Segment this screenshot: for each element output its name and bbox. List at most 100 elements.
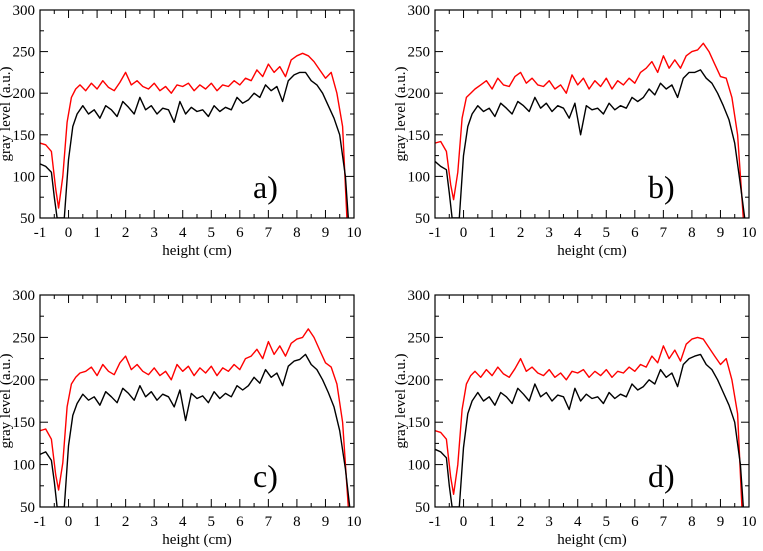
- red-series-line: [435, 42, 744, 218]
- plot-frame: [434, 9, 750, 219]
- y-tick-label: 250: [13, 330, 36, 346]
- red-series-line: [40, 52, 348, 218]
- black-series-line: [435, 69, 746, 218]
- x-tick-label: 5: [208, 225, 216, 241]
- plot-frame: [39, 9, 355, 219]
- y-tick-label: 300: [13, 288, 36, 304]
- black-series-line: [40, 71, 349, 218]
- x-tick-label: 4: [179, 514, 187, 530]
- y-axis-title: gray level (a.u.): [393, 67, 409, 162]
- y-tick-label: 250: [408, 45, 431, 61]
- y-tick-label: 250: [13, 45, 36, 61]
- x-tick-label: 7: [660, 514, 668, 530]
- x-tick-label: 3: [150, 225, 158, 241]
- y-tick-label: 50: [20, 500, 35, 516]
- x-tick-label: 0: [460, 514, 468, 530]
- x-tick-label: 3: [545, 225, 553, 241]
- x-tick-label: 9: [717, 514, 725, 530]
- x-tick-label: 8: [688, 225, 696, 241]
- x-axis-title: height (cm): [162, 243, 232, 259]
- black-series-line: [435, 353, 744, 507]
- y-axis-title: gray level (a.u.): [393, 354, 409, 449]
- x-tick-label: 5: [208, 514, 216, 530]
- x-tick-label: 9: [322, 225, 330, 241]
- x-tick-label: 8: [293, 225, 301, 241]
- y-tick-label: 100: [408, 169, 431, 185]
- x-tick-label: 4: [574, 225, 582, 241]
- x-tick-label: 5: [603, 514, 611, 530]
- x-tick-label: 5: [603, 225, 611, 241]
- x-axis-title: height (cm): [557, 532, 627, 548]
- y-tick-label: 50: [20, 211, 35, 227]
- y-tick-label: 300: [408, 288, 431, 304]
- x-tick-label: 10: [347, 225, 362, 241]
- x-tick-label: 6: [631, 514, 639, 530]
- x-tick-label: 4: [179, 225, 187, 241]
- x-tick-label: 9: [322, 514, 330, 530]
- x-axis-title: height (cm): [162, 532, 232, 548]
- x-tick-label: 10: [347, 514, 362, 530]
- panel-label: c): [253, 458, 278, 494]
- x-tick-label: 8: [293, 514, 301, 530]
- panel-label: b): [648, 169, 675, 205]
- x-tick-label: -1: [34, 225, 47, 241]
- y-tick-label: 150: [408, 415, 431, 431]
- panel-2: -1 0 1 2 3 4 5 6 7 8 9 10 50 100 150 200 250 300 height (c…: [393, 3, 757, 259]
- x-tick-label: 3: [150, 514, 158, 530]
- black-series-line: [40, 353, 351, 507]
- panel-4: -1 0 1 2 3 4 5 6 7 8 9 10 50 100 150 200 250 300 height (c…: [393, 288, 757, 548]
- x-tick-label: -1: [429, 225, 442, 241]
- y-tick-label: 250: [408, 330, 431, 346]
- y-tick-label: 100: [408, 458, 431, 474]
- y-tick-label: 100: [13, 458, 36, 474]
- x-tick-label: 7: [265, 225, 273, 241]
- y-tick-label: 300: [408, 3, 431, 19]
- y-tick-label: 50: [415, 500, 430, 516]
- plot-frame: [434, 294, 750, 508]
- y-tick-label: 200: [408, 86, 431, 102]
- panel-label: a): [253, 169, 278, 205]
- x-tick-label: 10: [742, 514, 757, 530]
- panel-label: d): [648, 458, 675, 494]
- x-tick-label: 2: [517, 225, 525, 241]
- x-tick-label: 1: [488, 225, 496, 241]
- x-tick-label: 0: [460, 225, 468, 241]
- y-axis-title: gray level (a.u.): [0, 67, 14, 162]
- x-tick-label: 2: [122, 225, 130, 241]
- x-tick-label: 0: [65, 225, 73, 241]
- x-tick-label: 2: [122, 514, 130, 530]
- x-tick-label: -1: [34, 514, 47, 530]
- x-tick-label: -1: [429, 514, 442, 530]
- x-tick-label: 4: [574, 514, 582, 530]
- y-tick-label: 200: [408, 373, 431, 389]
- panel-1: -1 0 1 2 3 4 5 6 7 8 9 10 50 100 150 200 250 300 height (c…: [0, 3, 362, 259]
- x-tick-label: 1: [488, 514, 496, 530]
- y-tick-label: 150: [13, 415, 36, 431]
- x-tick-label: 7: [660, 225, 668, 241]
- x-tick-label: 8: [688, 514, 696, 530]
- x-tick-label: 2: [517, 514, 525, 530]
- panel-3: -1 0 1 2 3 4 5 6 7 8 9 10 50 100 150 200 250 300 height (c…: [0, 288, 362, 548]
- x-tick-label: 0: [65, 514, 73, 530]
- y-tick-label: 150: [408, 128, 431, 144]
- x-tick-label: 6: [236, 225, 244, 241]
- x-tick-label: 1: [93, 514, 101, 530]
- y-tick-label: 100: [13, 169, 36, 185]
- y-axis-title: gray level (a.u.): [0, 354, 14, 449]
- x-tick-label: 7: [265, 514, 273, 530]
- x-tick-label: 1: [93, 225, 101, 241]
- y-tick-label: 150: [13, 128, 36, 144]
- red-series-line: [40, 328, 349, 507]
- y-tick-label: 200: [13, 86, 36, 102]
- y-tick-label: 50: [415, 211, 430, 227]
- x-tick-label: 10: [742, 225, 757, 241]
- y-tick-label: 200: [13, 373, 36, 389]
- x-tick-label: 6: [631, 225, 639, 241]
- red-series-line: [435, 336, 743, 507]
- x-tick-label: 3: [545, 514, 553, 530]
- x-tick-label: 6: [236, 514, 244, 530]
- plot-frame: [39, 294, 355, 508]
- y-tick-label: 300: [13, 3, 36, 19]
- x-tick-label: 9: [717, 225, 725, 241]
